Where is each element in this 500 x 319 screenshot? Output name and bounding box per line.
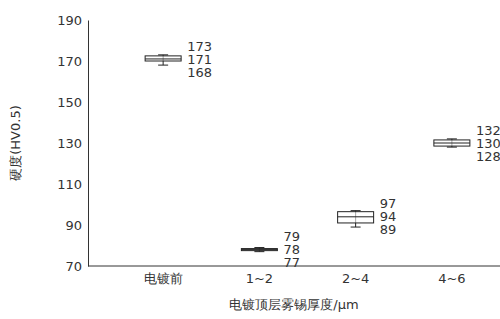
data-label-min: 89 [380,222,397,237]
box [241,249,277,251]
y-tick-label: 130 [57,136,82,151]
y-tick: 90 [65,218,88,233]
chart: 70 90 110 130 150 170 190 电镀前 1~2 2~4 4~6 硬度(HV0.5)… [0,0,500,319]
y-tick: 190 [57,13,88,28]
y-tick-label: 110 [57,177,82,192]
whisker-cap-max [254,247,264,248]
whisker-cap-max [447,138,457,139]
y-axis-title: 硬度(HV0.5) [8,105,23,181]
median [145,58,181,59]
y-tick: 170 [57,54,88,69]
box [145,56,181,61]
x-tick: 电镀前 [144,266,183,286]
y-tick: 110 [57,177,88,192]
whisker-cap-min [351,227,361,228]
x-tick-label: 2~4 [342,271,369,286]
whisker-cap-min [254,251,264,252]
box [338,212,374,223]
x-tick: 1~2 [246,266,273,286]
y-tick: 150 [57,95,88,110]
y-tick: 70 [65,259,88,274]
y-tick: 130 [57,136,88,151]
whisker-cap-max [351,210,361,211]
x-tick: 4~6 [438,266,465,286]
whisker-cap-min [158,65,168,66]
box [434,140,470,146]
median [434,143,470,144]
x-tick: 2~4 [342,266,369,286]
x-tick-label: 4~6 [438,271,465,286]
data-label-min: 77 [283,255,300,270]
y-tick-label: 90 [65,218,82,233]
x-tick-label: 电镀前 [144,271,183,286]
data-label-min: 128 [476,149,500,164]
data-labels: 173171168797877979489132130128 [187,39,500,271]
median [241,249,277,250]
y-axis: 70 90 110 130 150 170 190 [57,13,88,274]
y-axis-line [88,21,89,267]
data-label-min: 168 [187,65,212,80]
y-tick-label: 70 [65,259,82,274]
boxes [145,55,470,252]
y-tick-label: 190 [57,13,82,28]
x-axis-title: 电镀顶层雾锡厚度/μm [229,297,358,312]
whisker-cap-min [447,147,457,148]
y-tick-label: 150 [57,95,82,110]
x-tick-label: 1~2 [246,271,273,286]
whisker-cap-max [158,54,168,55]
median [338,216,374,217]
y-tick-label: 170 [57,54,82,69]
